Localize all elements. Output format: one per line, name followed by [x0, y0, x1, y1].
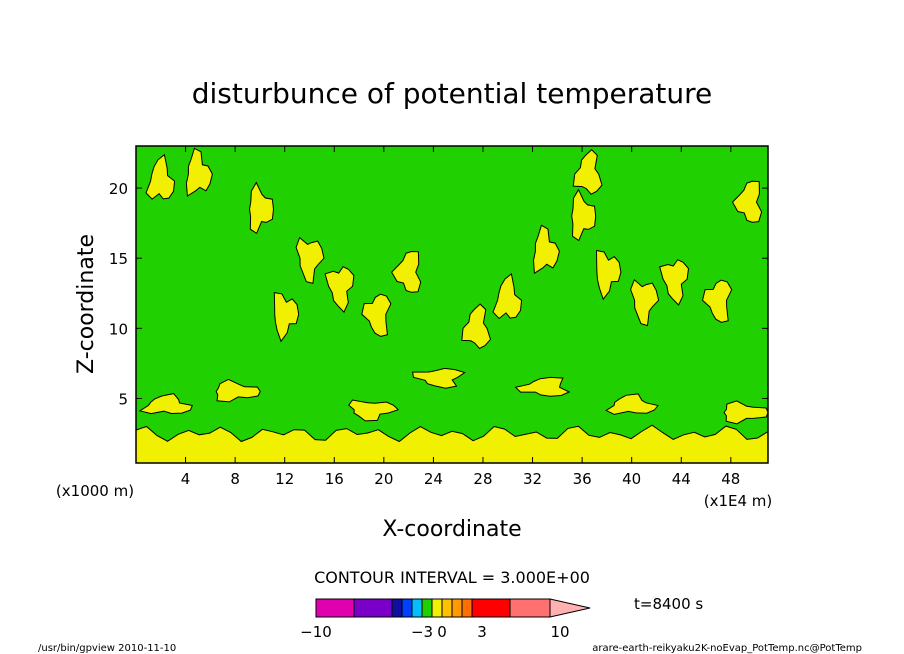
x-tick-label: 24	[424, 470, 443, 488]
contour-interval-label: CONTOUR INTERVAL = 3.000E+00	[314, 568, 590, 587]
plot-frame	[135, 145, 769, 464]
colorbar-segment	[401, 598, 413, 618]
colorbar-segment	[391, 598, 403, 618]
shallow-positive-patch	[138, 393, 193, 415]
footer-left: /usr/bin/gpview 2010-11-10	[38, 643, 176, 654]
colorbar-segment	[509, 598, 551, 618]
colorbar-segment	[441, 598, 453, 618]
mid-positive-patch	[572, 149, 603, 195]
y-axis: 5 10 15 20	[109, 180, 768, 408]
mid-positive-patch	[324, 266, 355, 313]
mid-positive-patch	[391, 250, 422, 293]
y-tick-label: 5	[118, 390, 128, 408]
x-tick-label: 16	[325, 470, 344, 488]
mid-positive-patch	[630, 278, 660, 327]
colorbar-segment	[353, 598, 393, 618]
colorbar-extend-arrow	[549, 598, 591, 618]
colorbar-tick-label: −3	[411, 623, 433, 641]
x-tick-label: 8	[230, 470, 240, 488]
mid-positive-patch	[185, 147, 213, 197]
colorbar-segment	[315, 598, 355, 618]
colorbar-tick-label: −10	[300, 623, 332, 641]
x-axis-label: X-coordinate	[382, 517, 521, 542]
mid-positive-patch	[145, 153, 176, 200]
mid-positive-patch	[273, 292, 300, 343]
x-tick-label: 36	[573, 470, 592, 488]
mid-positive-patch	[361, 293, 392, 337]
mid-positive-patch	[595, 249, 622, 301]
mid-positive-patch	[701, 279, 733, 323]
shallow-positive-patch	[412, 367, 466, 389]
mid-positive-patch	[492, 272, 523, 320]
colorbar-tick-label: 0	[437, 623, 447, 641]
colorbar-segment	[461, 598, 473, 618]
colorbar-tick-label: 10	[550, 623, 569, 641]
colorbar-tick-label: 3	[477, 623, 487, 641]
x-tick-label: 28	[473, 470, 492, 488]
x-tick-label: 44	[672, 470, 691, 488]
footer-right: arare-earth-reikyaku2K-noEvap_PotTemp.nc…	[592, 643, 862, 654]
shallow-positive-patch	[215, 378, 261, 403]
x-tick-label: 12	[275, 470, 294, 488]
x-tick-label: 40	[622, 470, 641, 488]
time-label: t=8400 s	[634, 595, 703, 613]
mid-positive-patch	[532, 224, 560, 275]
x-tick-label: 48	[721, 470, 740, 488]
colorbar: −10 −3 0 3 10	[300, 598, 591, 641]
colorbar-segment	[421, 598, 433, 618]
colorbar-segment	[411, 598, 423, 618]
shallow-positive-patch	[348, 399, 400, 422]
mid-positive-patch	[248, 181, 275, 235]
mid-positive-patch	[461, 303, 492, 350]
mid-positive-patch	[731, 180, 763, 223]
mid-positive-patch	[295, 236, 325, 285]
colorbar-segment	[471, 598, 511, 618]
x-tick-label: 32	[523, 470, 542, 488]
y-tick-label: 15	[109, 250, 128, 268]
y-unit-label: (x1000 m)	[56, 482, 134, 500]
colorbar-segment	[451, 598, 463, 618]
colorbar-segment	[431, 598, 443, 618]
mid-positive-patch	[659, 259, 690, 306]
plot-area	[135, 145, 769, 464]
x-axis: 4 8 12 16 20 24 28 32 36 40 44 48	[181, 146, 740, 488]
x-tick-label: 4	[181, 470, 191, 488]
x-unit-label: (x1E4 m)	[704, 492, 773, 510]
y-axis-label: Z-coordinate	[74, 234, 99, 374]
y-tick-label: 10	[109, 320, 128, 338]
field-background	[136, 146, 768, 463]
mid-positive-patch	[571, 188, 597, 242]
shallow-positive-patch	[723, 400, 768, 425]
contour-field	[136, 147, 768, 463]
shallow-positive-patch	[514, 376, 571, 397]
chart-title: disturbunce of potential temperature	[192, 77, 713, 110]
shallow-positive-patch	[605, 393, 659, 415]
surface-positive-layer	[136, 424, 768, 463]
y-tick-label: 20	[109, 180, 128, 198]
x-tick-label: 20	[374, 470, 393, 488]
